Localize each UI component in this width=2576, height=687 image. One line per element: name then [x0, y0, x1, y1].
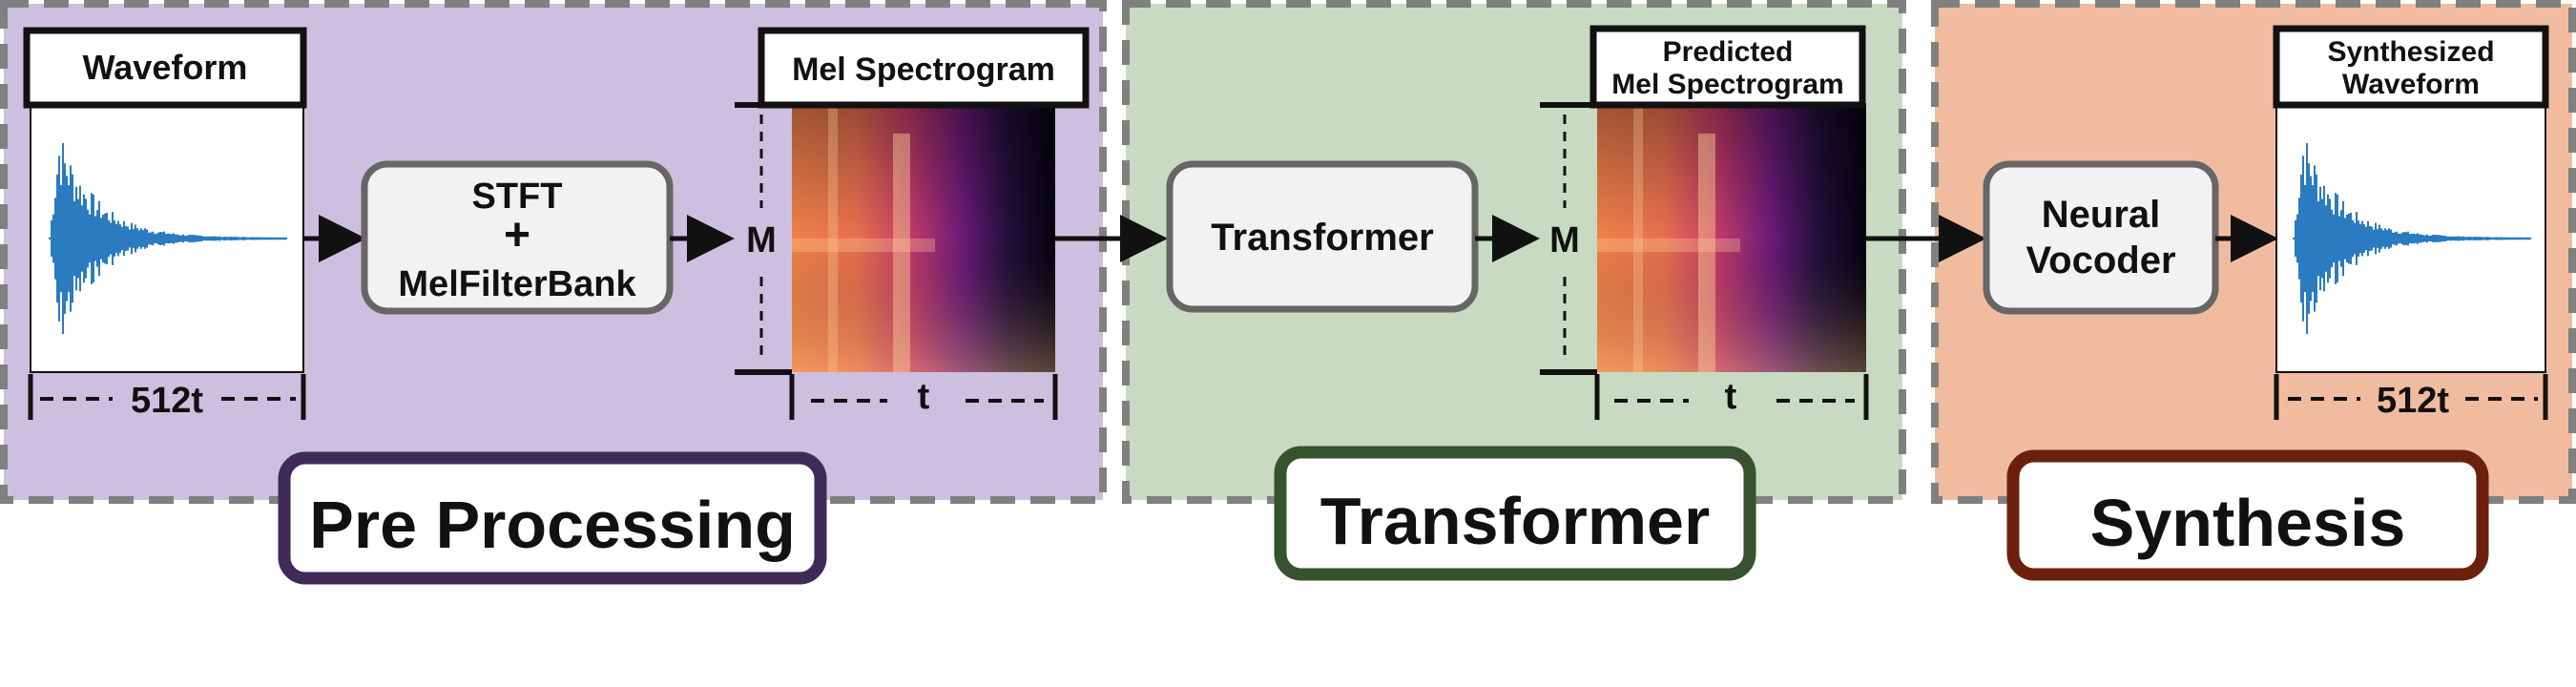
transformer-box-label: Transformer	[1211, 217, 1433, 259]
spectrogram-icon	[1597, 103, 1866, 372]
predicted-mel-title-line2: Mel Spectrogram	[1611, 69, 1843, 100]
waveform-icon	[2293, 143, 2531, 334]
predicted-mel-title-box	[1589, 25, 1866, 109]
waveform-icon	[49, 143, 287, 334]
vocoder-label-line1: Neural	[2042, 194, 2161, 236]
preprocessing-label: Pre Processing	[309, 488, 796, 562]
vocoder-label-line2: Vocoder	[2025, 239, 2175, 281]
output-waveform-title-line2: Waveform	[2342, 69, 2480, 100]
predicted-width-bracket	[1594, 374, 1869, 420]
stft-plus-label: +	[504, 210, 530, 260]
melfilterbank-label: MelFilterBank	[398, 264, 636, 304]
spectrogram-icon	[792, 103, 1055, 372]
output-waveform-title-line1: Synthesized	[2327, 36, 2494, 68]
mel-width-label: t	[918, 377, 930, 417]
input-length-label: 512t	[131, 381, 203, 421]
input-waveform-title: Waveform	[83, 48, 248, 87]
input-waveform-title-box	[23, 27, 307, 109]
predicted-height-bracket	[1540, 102, 1597, 375]
transformer-section-label: Transformer	[1320, 484, 1710, 558]
neural-vocoder-box	[1983, 160, 2219, 315]
input-length-bracket	[28, 374, 306, 420]
output-waveform-title-box	[2273, 25, 2549, 109]
mel-height-label: M	[746, 220, 777, 260]
stft-label: STFT	[472, 177, 563, 217]
predicted-mel-title-line1: Predicted	[1663, 36, 1794, 68]
synthesis-label-box	[2006, 449, 2489, 581]
output-length-bracket	[2274, 374, 2548, 420]
mel-spectrogram-title: Mel Spectrogram	[792, 52, 1055, 88]
preprocessing-label-box	[278, 451, 827, 585]
mel-width-bracket	[789, 374, 1058, 420]
predicted-height-label: M	[1549, 220, 1580, 260]
synthesis-label: Synthesis	[2090, 486, 2406, 560]
mel-spectrogram-title-box	[758, 27, 1090, 109]
predicted-width-label: t	[1725, 377, 1737, 417]
output-length-label: 512t	[2377, 381, 2449, 421]
transformer-label-box	[1274, 446, 1756, 581]
